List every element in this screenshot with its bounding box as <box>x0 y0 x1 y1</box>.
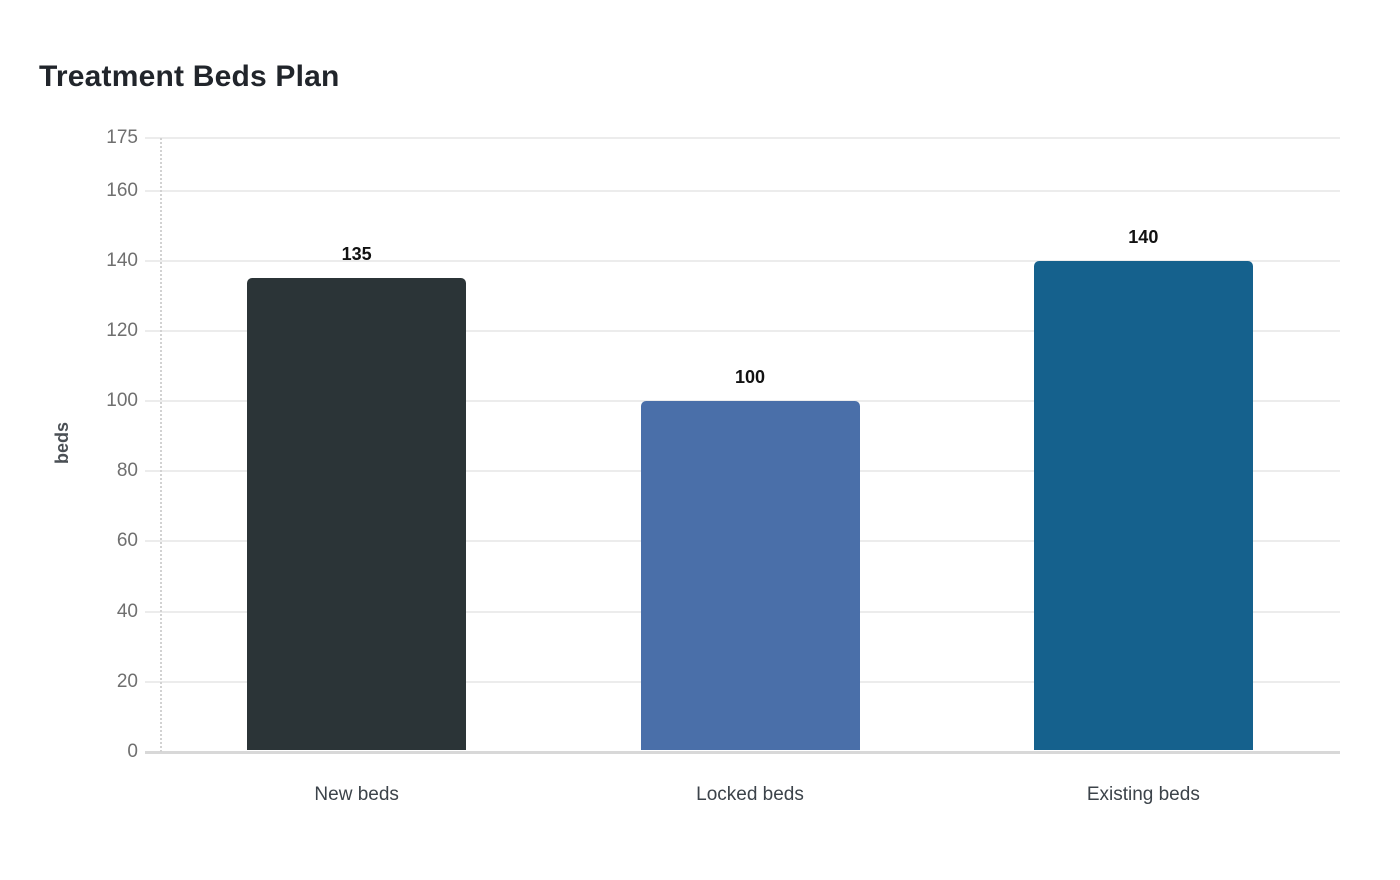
y-axis-line <box>160 138 162 752</box>
value-label-existing-beds: 140 <box>1128 226 1159 247</box>
y-tick-label-140: 140 <box>106 249 138 271</box>
x-category-label-locked-beds: Locked beds <box>696 784 804 805</box>
x-category-label-existing-beds: Existing beds <box>1086 784 1200 805</box>
value-label-new-beds: 135 <box>341 244 372 265</box>
gridline <box>145 189 1340 192</box>
x-axis-baseline <box>145 751 1340 754</box>
bar-locked-beds <box>640 401 860 750</box>
gridline <box>145 259 1340 262</box>
y-tick-label-120: 120 <box>106 319 138 341</box>
y-tick-label-175: 175 <box>106 127 138 148</box>
y-tick-label-60: 60 <box>116 530 138 552</box>
gridline <box>145 329 1340 332</box>
bar-new-beds <box>247 278 467 750</box>
bar-existing-beds <box>1033 260 1253 750</box>
y-tick-label-40: 40 <box>116 600 138 622</box>
y-tick-label-100: 100 <box>106 390 138 412</box>
y-tick-label-0: 0 <box>127 741 138 762</box>
y-tick-label-80: 80 <box>116 460 138 482</box>
value-label-locked-beds: 100 <box>734 367 766 388</box>
gridline <box>145 137 1340 139</box>
x-category-label-new-beds: New beds <box>314 784 399 805</box>
y-tick-label-160: 160 <box>106 179 138 201</box>
y-tick-label-20: 20 <box>116 670 138 692</box>
chart-title: Treatment Beds Plan <box>39 60 340 93</box>
